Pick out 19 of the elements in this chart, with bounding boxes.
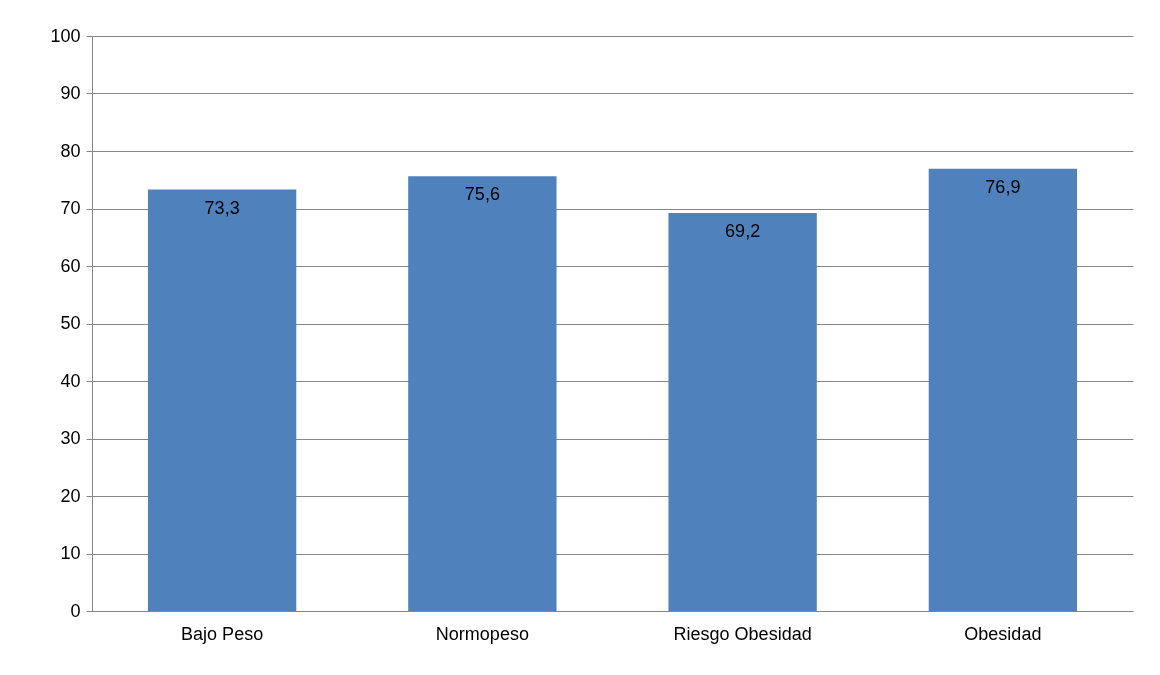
x-tick-label: Normopeso [435, 623, 529, 644]
x-tick-label: Obesidad [964, 623, 1042, 644]
y-tick-label: 30 [60, 428, 81, 448]
y-tick-label: 40 [60, 370, 81, 391]
data-label: 69,2 [725, 221, 761, 242]
y-tick-label: 80 [60, 140, 81, 161]
y-tick-label: 90 [60, 83, 81, 103]
y-tick-label: 70 [60, 198, 81, 218]
data-label: 76,9 [985, 176, 1021, 197]
x-tick-label: Bajo Peso [181, 623, 264, 644]
y-tick-label: 50 [60, 313, 81, 333]
y-tick-label: 0 [70, 600, 81, 621]
y-tick-label: 20 [60, 485, 81, 506]
y-tick-label: 60 [60, 255, 81, 276]
x-tick-label: Riesgo Obesidad [673, 623, 812, 644]
y-tick-label: 10 [60, 543, 81, 563]
y-tick-label: 100 [50, 25, 81, 46]
data-label: 75,6 [464, 184, 500, 205]
data-label: 73,3 [204, 197, 240, 218]
